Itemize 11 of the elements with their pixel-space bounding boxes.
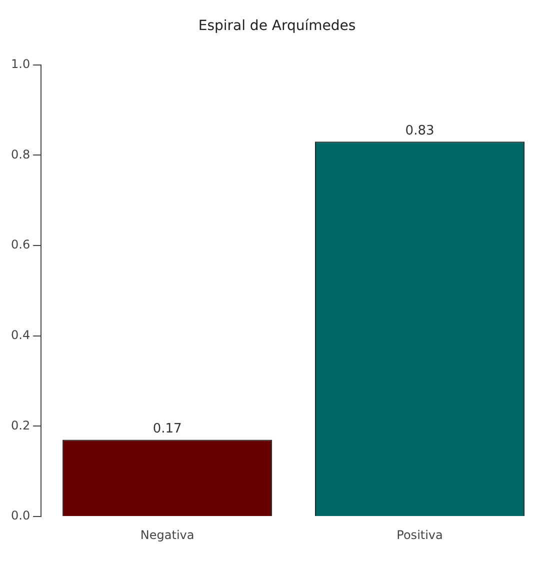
y-tick-label: 0.8 <box>10 147 30 162</box>
data-label: 0.17 <box>152 422 182 437</box>
y-tick-label: 0.6 <box>10 238 30 252</box>
y-tick-label: 0.2 <box>10 418 30 432</box>
x-tick-label: Positiva <box>396 528 443 542</box>
chart-title: Espiral de Arquímedes <box>198 18 356 34</box>
y-tick-label: 1.0 <box>10 56 30 71</box>
y-tick-label: 0.0 <box>10 508 30 523</box>
x-tick-label: Negativa <box>140 528 194 542</box>
y-tick-label: 0.4 <box>10 328 30 342</box>
data-label: 0.83 <box>405 123 434 138</box>
